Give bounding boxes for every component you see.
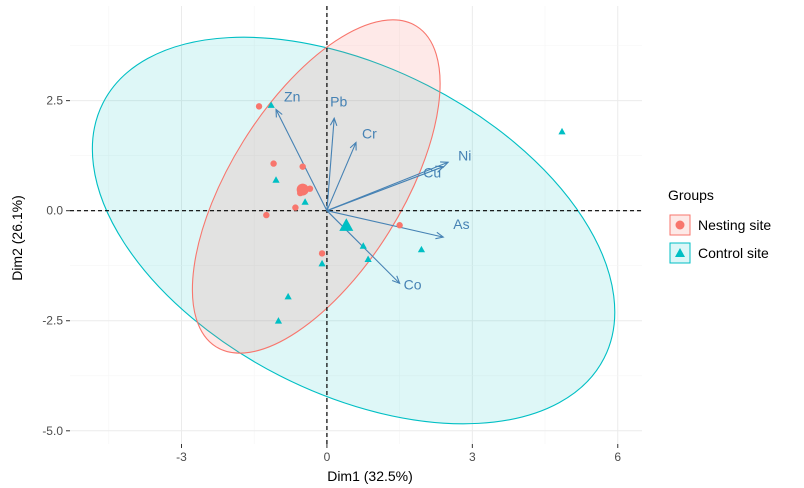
point-control-site bbox=[318, 259, 326, 267]
point-control-site bbox=[301, 198, 309, 205]
x-axis-title: Dim1 (32.5%) bbox=[327, 468, 413, 484]
y-axis-title: Dim2 (26.1%) bbox=[9, 195, 25, 281]
confidence-ellipse-nesting-site bbox=[191, 19, 441, 354]
arrowhead-cr bbox=[349, 141, 357, 151]
y-tick-label: 0.0 bbox=[46, 204, 63, 218]
arrowhead-co bbox=[391, 275, 401, 285]
y-tick-label: -2.5 bbox=[42, 314, 63, 328]
variable-label-pb: Pb bbox=[330, 93, 347, 109]
confidence-ellipse-control-site bbox=[91, 36, 616, 425]
variable-label-zn: Zn bbox=[284, 88, 300, 104]
point-control-site bbox=[284, 292, 292, 300]
arrow-zn bbox=[275, 109, 328, 211]
arrowhead-as bbox=[435, 231, 445, 240]
point-nesting-site bbox=[299, 163, 306, 170]
legend-marker-control-site bbox=[675, 248, 685, 257]
point-control-site bbox=[359, 242, 367, 249]
axis-ticks: -3 0 3 6 -5.0 -2.5 0.0 2.5 bbox=[42, 94, 621, 464]
legend-entry-control-site: Control site bbox=[669, 242, 769, 264]
x-tick-label: 3 bbox=[469, 450, 476, 464]
point-control-site bbox=[274, 317, 283, 324]
point-nesting-site bbox=[292, 204, 299, 211]
arrow-cr bbox=[326, 142, 357, 211]
point-control-site bbox=[558, 127, 566, 135]
y-tick-label: -5.0 bbox=[42, 424, 63, 438]
x-tick-label: 6 bbox=[614, 450, 621, 464]
arrow-pb bbox=[326, 118, 335, 211]
variable-arrows: Zn Pb Cr Ni Cu As Co bbox=[275, 88, 471, 292]
point-nesting-site bbox=[263, 211, 270, 219]
point-control-site bbox=[272, 176, 280, 183]
legend-title: Groups bbox=[668, 187, 714, 203]
zero-reference-lines bbox=[70, 6, 642, 444]
legend-label-nesting-site: Nesting site bbox=[698, 217, 771, 233]
point-nesting-site bbox=[255, 103, 263, 110]
variable-label-cu: Cu bbox=[423, 165, 441, 181]
point-control-site bbox=[417, 245, 426, 253]
variable-label-ni: Ni bbox=[458, 147, 471, 163]
x-tick-label: 0 bbox=[324, 450, 331, 464]
centroid-nesting-site bbox=[296, 183, 309, 196]
arrow-as bbox=[326, 210, 444, 238]
centroid-control-site bbox=[339, 218, 354, 231]
legend-label-control-site: Control site bbox=[698, 245, 769, 261]
point-nesting-site bbox=[270, 160, 277, 167]
point-nesting-site bbox=[396, 222, 403, 229]
legend-entry-nesting-site: Nesting site bbox=[669, 214, 771, 236]
arrowhead-zn bbox=[275, 108, 283, 118]
variable-label-co: Co bbox=[404, 276, 422, 292]
arrowhead-ni bbox=[440, 161, 450, 169]
confidence-ellipses bbox=[91, 19, 616, 425]
variable-label-as: As bbox=[453, 216, 469, 232]
arrowhead-cu bbox=[435, 165, 445, 173]
point-nesting-site bbox=[318, 250, 326, 257]
arrow-cu bbox=[326, 166, 444, 212]
point-control-site bbox=[267, 101, 275, 108]
arrowhead-pb bbox=[329, 116, 338, 126]
variable-label-cr: Cr bbox=[362, 125, 377, 141]
x-tick-label: -3 bbox=[176, 450, 187, 464]
legend: Groups Nesting site Control site bbox=[668, 187, 771, 264]
point-control-site bbox=[364, 255, 372, 262]
legend-marker-nesting-site bbox=[675, 220, 685, 230]
data-points bbox=[255, 101, 566, 324]
y-tick-label: 2.5 bbox=[46, 94, 63, 108]
